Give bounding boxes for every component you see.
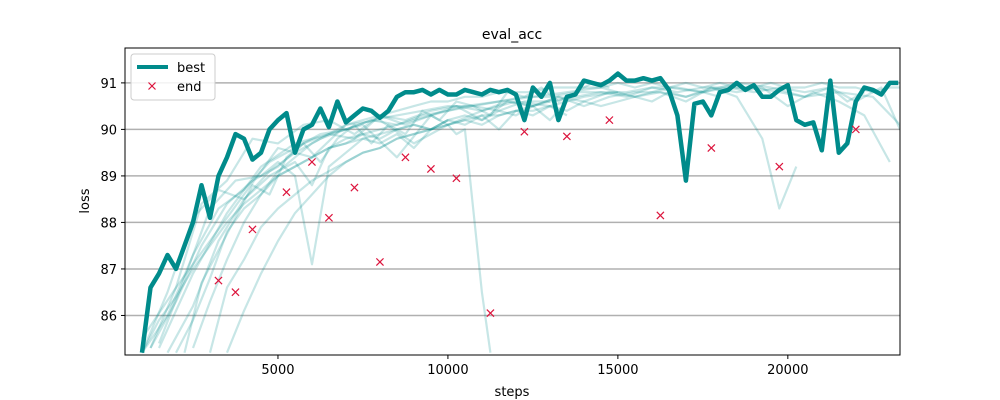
y-axis-label: loss <box>78 188 93 213</box>
run-line-13 <box>191 81 900 349</box>
run-line-3 <box>141 86 900 354</box>
end-marker <box>707 143 716 153</box>
run-line-14 <box>166 86 865 354</box>
run-line-11 <box>225 104 568 354</box>
legend-end-swatch <box>148 82 156 90</box>
x-tick-label: 5000 <box>261 363 294 378</box>
y-tick-label: 86 <box>100 309 117 324</box>
x-tick-label: 20000 <box>767 363 808 378</box>
run-lines <box>140 81 900 354</box>
end-marker <box>248 225 257 234</box>
y-tick-label: 90 <box>100 123 117 138</box>
end-marker <box>426 164 435 173</box>
end-marker <box>375 257 384 266</box>
x-tick-label: 10000 <box>427 363 468 378</box>
y-tick-label: 87 <box>100 263 117 278</box>
end-marker <box>231 288 240 297</box>
end-marker <box>452 174 461 183</box>
x-tick-label: 15000 <box>597 363 638 378</box>
x-axis-label: steps <box>495 385 530 400</box>
chart-title: eval_acc <box>482 27 542 43</box>
run-line-8 <box>157 100 568 344</box>
run-line-4 <box>149 86 891 349</box>
y-axis: 86 87 88 89 90 91 <box>100 77 125 324</box>
best-series <box>139 71 899 353</box>
end-marker <box>656 211 665 220</box>
x-axis: 5000 10000 15000 20000 <box>261 355 809 378</box>
end-marker <box>324 213 333 222</box>
run-line-9 <box>149 86 798 349</box>
run-line-6 <box>175 100 551 354</box>
end-marker <box>282 188 291 197</box>
end-markers <box>214 116 860 318</box>
legend-best-label: best <box>177 61 205 76</box>
end-marker <box>605 116 614 125</box>
best-line <box>139 71 899 353</box>
end-marker <box>775 162 784 171</box>
end-marker <box>486 309 495 318</box>
end-marker <box>562 132 571 141</box>
end-marker <box>520 127 529 136</box>
run-line-2 <box>157 81 900 349</box>
run-line-10 <box>208 91 721 353</box>
run-line-5 <box>140 114 492 354</box>
plot-frame <box>124 47 901 356</box>
end-marker <box>214 276 223 285</box>
run-line-1 <box>141 91 619 340</box>
run-line-7 <box>183 81 610 353</box>
grid-lines <box>125 82 900 317</box>
end-marker <box>401 153 410 162</box>
y-tick-label: 91 <box>100 77 117 92</box>
end-marker <box>851 125 860 134</box>
y-tick-label: 89 <box>100 170 117 185</box>
y-tick-label: 88 <box>100 216 117 231</box>
end-marker <box>350 183 359 192</box>
legend-end-label: end <box>177 80 202 95</box>
run-line-12 <box>141 119 449 354</box>
legend: best end <box>130 53 216 101</box>
end-marker <box>307 157 316 166</box>
